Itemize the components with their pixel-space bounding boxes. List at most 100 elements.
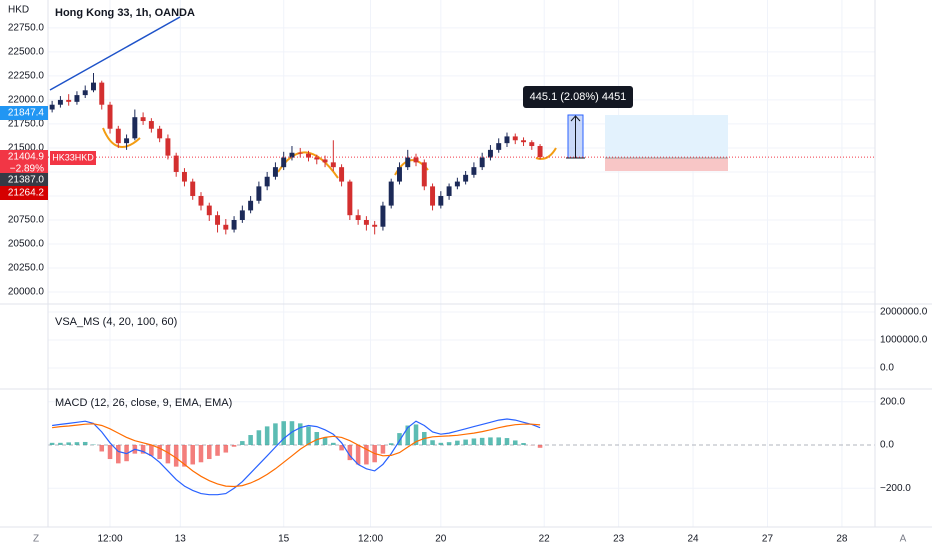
histogram-bar	[331, 442, 336, 445]
histogram-bar	[157, 444, 162, 460]
candle-body	[322, 159, 328, 163]
candle-body	[223, 224, 229, 230]
histogram-bar	[430, 440, 435, 445]
candle-body	[537, 146, 543, 158]
candle-body	[306, 153, 311, 158]
candle-body	[529, 142, 535, 147]
candle-body	[521, 140, 527, 143]
histogram-bar	[99, 444, 105, 452]
histogram-bar	[455, 440, 460, 445]
candle-body	[173, 155, 179, 172]
y-tick-label: 21750.0	[8, 119, 45, 130]
candle-body	[91, 82, 96, 91]
histogram-bar	[140, 444, 146, 454]
candle-body	[148, 121, 154, 129]
candle-body	[430, 186, 436, 206]
histogram-bar	[471, 438, 477, 445]
y-tick-label: 21500.0	[8, 143, 45, 154]
candle-body	[512, 136, 518, 141]
histogram-bar	[380, 444, 386, 454]
y-tick-label: 22750.0	[8, 23, 45, 34]
long-position-stop[interactable]	[605, 158, 728, 171]
candle-body	[463, 174, 469, 182]
measure-arrowhead	[570, 115, 581, 122]
y-tick-label: 20750.0	[8, 215, 45, 226]
x-tick-label: 12:00	[358, 534, 383, 545]
y-tick-label: −200.0	[880, 483, 911, 494]
histogram-bar	[496, 437, 501, 445]
indicator-title: VSA_MS (4, 20, 100, 60)	[55, 316, 177, 328]
histogram-bar	[388, 443, 394, 445]
candle-body	[140, 117, 146, 122]
candle-body	[496, 143, 502, 150]
candle-body	[190, 181, 196, 196]
price-label: 21847.4	[8, 108, 45, 119]
y-tick-label: 22250.0	[8, 71, 45, 82]
x-tick-label: 23	[613, 534, 625, 545]
labels-layer: 12:00 13 15 12:00 20 22 23 24 27 28 22750.0 22500.0…	[0, 23, 928, 545]
chart-title: Hong Kong 33, 1h, OANDA	[55, 7, 195, 19]
trend-line[interactable]	[49, 16, 181, 91]
candle-body	[396, 167, 402, 182]
histogram-bar	[488, 437, 493, 445]
x-tick-label: 20	[435, 534, 447, 545]
histogram-bar	[49, 442, 55, 445]
histogram-bar	[66, 442, 71, 445]
symbol-label: HK33HKD	[52, 152, 94, 162]
candle-body	[124, 138, 130, 144]
histogram-bar	[165, 444, 171, 464]
candle-body	[239, 210, 245, 220]
histogram-bar	[240, 441, 245, 445]
y-tick-label: 20250.0	[8, 263, 45, 274]
long-position-target[interactable]	[605, 115, 728, 158]
y-tick-label: 0.0	[880, 363, 894, 374]
histogram-bar	[74, 442, 80, 445]
candle-body	[405, 157, 411, 168]
x-tick-label: 27	[762, 534, 774, 545]
candle-body	[82, 90, 88, 96]
candle-body	[57, 99, 63, 105]
x-tick-label: 22	[539, 534, 551, 545]
histogram-bar	[355, 444, 361, 465]
candle-body	[231, 219, 237, 230]
histogram-bar	[289, 421, 295, 445]
histogram-bar	[397, 433, 402, 445]
histogram-bar	[182, 444, 187, 467]
x-tick-label: 15	[278, 534, 290, 545]
y-tick-label: 1000000.0	[880, 335, 928, 346]
candle-body	[181, 171, 187, 182]
candle-body	[115, 128, 121, 144]
zoom-button[interactable]: Z	[33, 534, 39, 545]
histogram-bar	[256, 430, 262, 445]
candle-body	[471, 167, 477, 175]
candle-body	[380, 205, 386, 227]
histogram-bar	[116, 444, 121, 464]
candle-body	[215, 215, 221, 225]
histogram-bar	[405, 425, 411, 445]
candle-body	[388, 181, 394, 206]
histogram-bar	[173, 444, 179, 467]
y-tick-label: 20000.0	[8, 287, 45, 298]
measure-label: 445.1 (2.08%) 4451	[530, 91, 627, 103]
symbol-label-box	[50, 151, 96, 165]
y-tick-label: 20500.0	[8, 239, 45, 250]
candle-body	[487, 149, 493, 158]
histogram-bar	[264, 426, 270, 445]
indicator-line	[52, 423, 541, 488]
histogram-bar	[273, 423, 278, 445]
histogram-bar	[198, 444, 204, 463]
candle-body	[421, 162, 427, 187]
candle-body	[107, 104, 113, 129]
histogram-bar	[149, 444, 154, 456]
indicator-line	[52, 418, 541, 496]
histogram-bar	[248, 435, 253, 445]
candle-body	[132, 117, 138, 139]
x-tick-label: 13	[175, 534, 187, 545]
y-tick-label: 200.0	[880, 396, 905, 407]
auto-scale-button[interactable]: A	[900, 534, 907, 545]
candle-body	[413, 157, 419, 163]
candle-body	[272, 167, 278, 177]
candle-body	[297, 152, 303, 154]
price-label: 21404.9	[8, 152, 45, 163]
currency-label: HKD	[8, 5, 29, 16]
